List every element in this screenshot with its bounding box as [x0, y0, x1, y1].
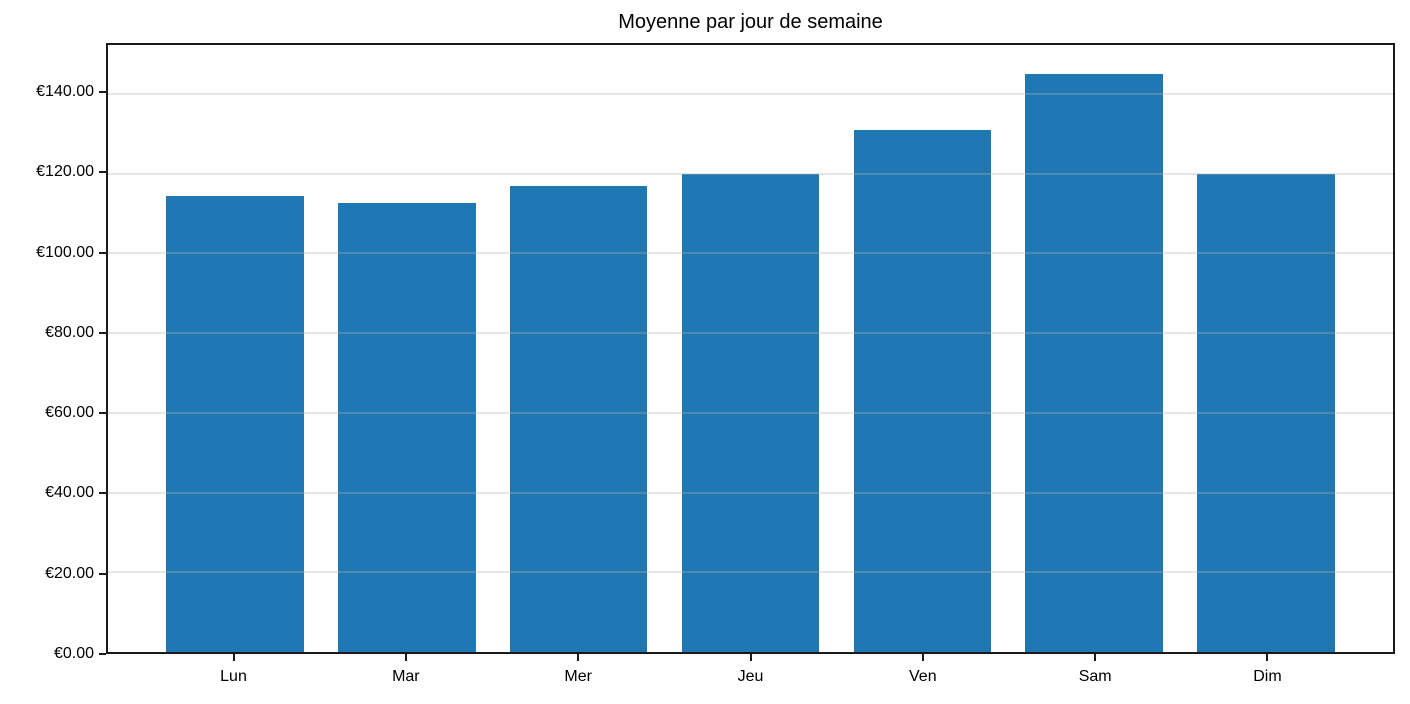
gridline	[108, 491, 1393, 494]
gridline	[108, 332, 1393, 335]
bar-mer	[509, 185, 648, 652]
x-tick-label: Ven	[909, 668, 937, 685]
gridline	[108, 172, 1393, 175]
x-tick-mark	[404, 654, 407, 661]
x-tick-label: Jeu	[737, 668, 764, 685]
y-tick-mark	[99, 412, 106, 415]
x-tick-label: Sam	[1078, 668, 1112, 685]
y-tick-mark	[99, 91, 106, 94]
x-tick-label: Mer	[564, 668, 592, 685]
bar-sam	[1025, 73, 1163, 652]
y-tick-mark	[99, 171, 106, 174]
x-tick-mark	[232, 654, 235, 661]
y-tick-mark	[99, 331, 106, 334]
x-tick-mark	[1266, 654, 1269, 661]
bar-mar	[338, 203, 476, 652]
x-tick-mark	[749, 654, 752, 661]
x-tick-label: Lun	[220, 668, 247, 685]
y-tick-label: €100.00	[36, 243, 94, 261]
y-tick-mark	[99, 572, 106, 575]
y-tick-label: €60.00	[45, 404, 94, 422]
y-tick-label: €0.00	[53, 645, 94, 662]
y-tick-mark	[99, 251, 106, 254]
y-tick-label: €140.00	[36, 83, 94, 101]
x-tick-label: Dim	[1253, 668, 1282, 685]
bar-lun	[166, 195, 304, 652]
bar-dim	[1197, 173, 1335, 652]
gridline	[108, 571, 1393, 574]
y-tick-label: €40.00	[45, 484, 94, 502]
bar-jeu	[681, 173, 820, 652]
y-tick-label: €80.00	[45, 323, 94, 341]
x-tick-mark	[577, 654, 580, 661]
x-tick-mark	[1094, 654, 1097, 661]
gridline	[108, 92, 1393, 95]
bar-ven	[853, 129, 991, 652]
y-tick-label: €20.00	[45, 564, 94, 582]
gridline	[108, 411, 1393, 414]
plot-area	[106, 43, 1395, 654]
plot-inner	[108, 45, 1393, 652]
gridline	[108, 252, 1393, 255]
y-tick-mark	[99, 492, 106, 495]
y-tick-label: €120.00	[36, 163, 94, 181]
x-tick-label: Mar	[392, 668, 420, 685]
y-tick-mark	[99, 653, 106, 655]
chart-title: Moyenne par jour de semaine	[618, 11, 883, 33]
x-tick-mark	[921, 654, 924, 661]
